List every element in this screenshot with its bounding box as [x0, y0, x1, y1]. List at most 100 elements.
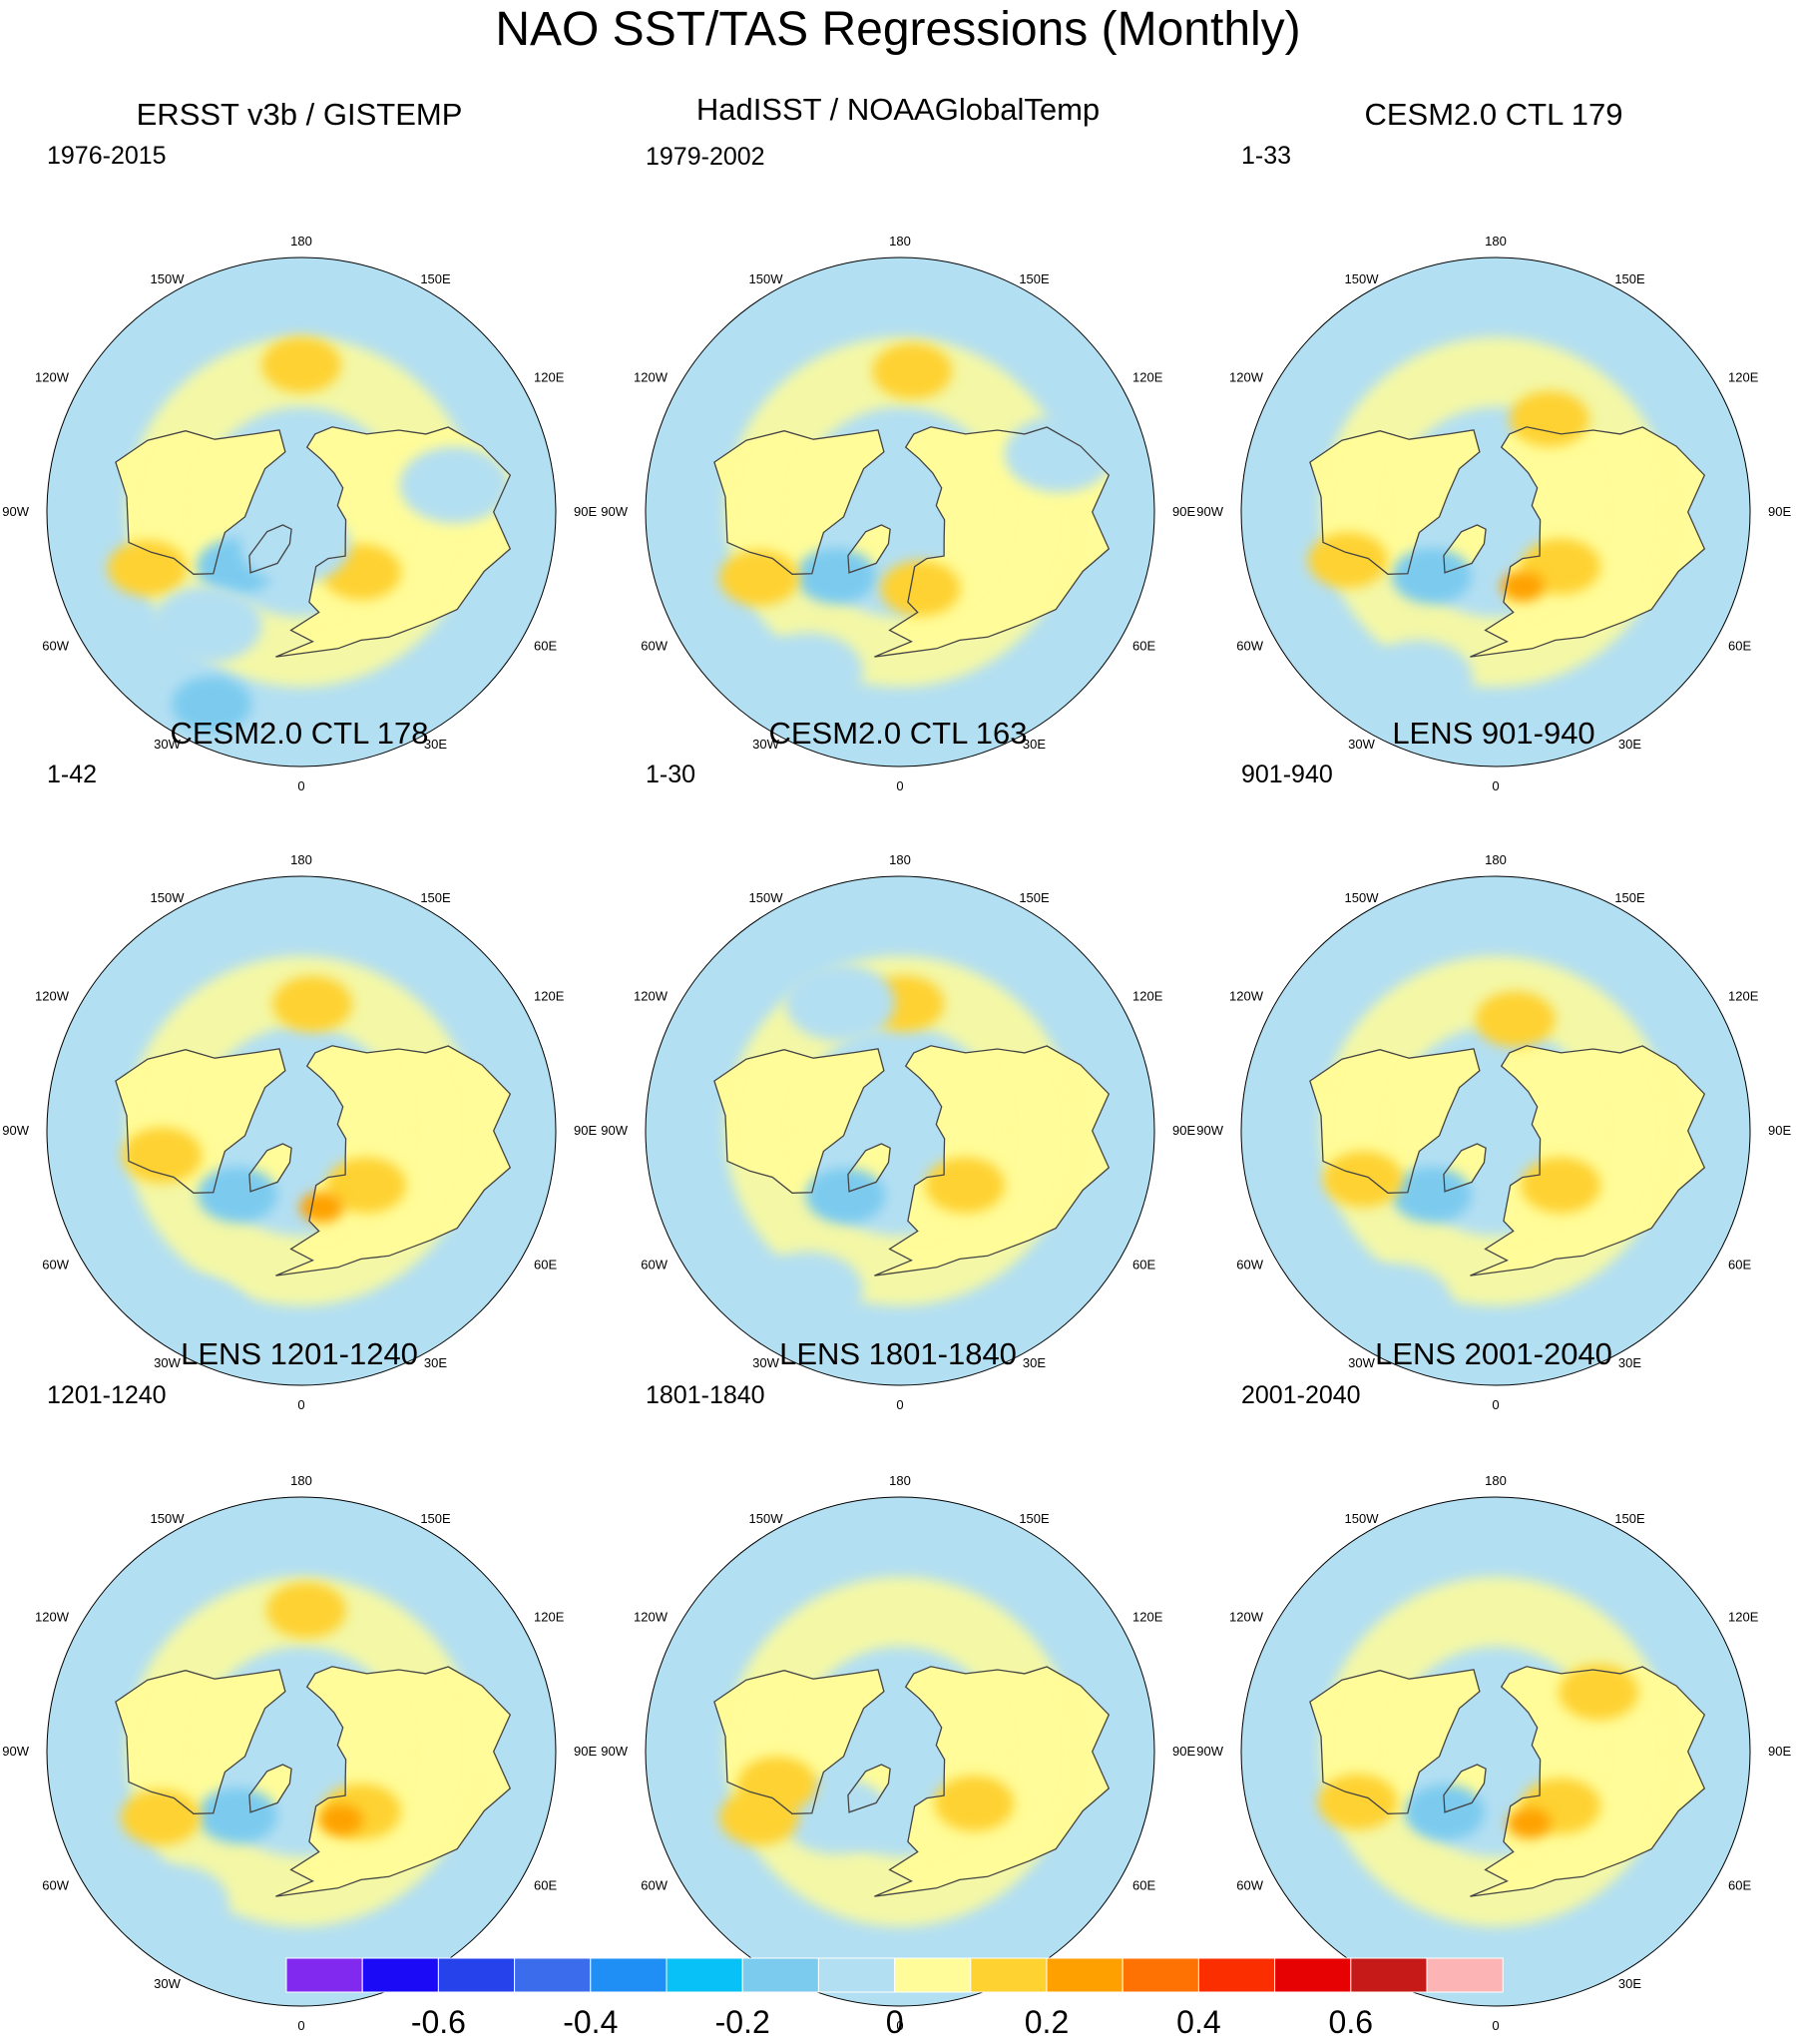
panel-period: 1-42 [47, 761, 98, 788]
colorbar-swatch [1122, 1957, 1199, 1993]
map-fill [1241, 1497, 1750, 2006]
lon-label: 150W [749, 890, 784, 905]
map-fill [47, 1497, 556, 2006]
map-boundary [46, 256, 557, 767]
lon-label: 120E [1132, 370, 1163, 385]
map-boundary [1240, 875, 1751, 1386]
anomaly-warm [299, 1192, 344, 1223]
lon-label: 180 [889, 1473, 911, 1488]
coastline [1470, 1045, 1706, 1277]
lon-label: 120E [534, 370, 565, 385]
coastline [1309, 429, 1481, 575]
anomaly-cold [172, 676, 252, 733]
colorbar-swatch [514, 1957, 592, 1993]
map-fill [1241, 876, 1750, 1385]
lon-label: 30E [424, 737, 447, 752]
lon-label: 60E [1728, 1878, 1751, 1893]
panel-5: CESM2.0 CTL 163 1-30 180 150E 120E 90E 60E 30… [599, 714, 1197, 1412]
lon-label: 120E [1728, 989, 1759, 1004]
colorbar-swatch [666, 1957, 743, 1993]
lon-label: 180 [889, 234, 911, 249]
map-fill [646, 876, 1154, 1385]
anomaly-cold [795, 548, 876, 605]
lon-label: 90W [2, 504, 29, 519]
lon-label: 0 [896, 2018, 903, 2033]
coastline [1309, 1048, 1481, 1194]
anomaly-warm [718, 549, 799, 606]
lon-label: 120E [1728, 370, 1759, 385]
anomaly-warm [107, 540, 188, 597]
panel-9: LENS 2001-2040 2001-2040 180 150E 120E 90E 6… [1194, 1334, 1793, 2033]
panel-period: 1-33 [1241, 142, 1292, 170]
lon-label: 120W [634, 1610, 669, 1625]
map-background [646, 1497, 1154, 2006]
lon-label: 150E [1019, 1511, 1050, 1526]
map-background [1241, 257, 1750, 766]
lon-label: 150E [1614, 890, 1645, 905]
coastline [1443, 524, 1487, 574]
lon-label: 30W [154, 1976, 181, 1991]
anomaly-cool [119, 1864, 229, 1942]
lon-label: 120W [634, 370, 669, 385]
lon-label: 150E [420, 890, 451, 905]
polar-map: 180 150E 120E 90E 60E 30E 0 30W 60W 90W 120W 150W [601, 234, 1195, 793]
anomaly-warm [1509, 390, 1589, 447]
lon-label: 60W [42, 1878, 69, 1893]
anomaly-cool [752, 633, 863, 710]
panel-period: 2001-2040 [1241, 1381, 1361, 1409]
mid-latitude-band [1320, 955, 1671, 1306]
anomaly-warm [1307, 532, 1388, 589]
map-background [1241, 1497, 1750, 2006]
colorbar-tick-label: -0.6 [411, 2004, 466, 2040]
coastline [847, 1143, 891, 1193]
lon-label: 90E [1172, 1744, 1195, 1759]
lon-label: 90E [1172, 504, 1195, 519]
polar-map: 180 150E 120E 90E 60E 30E 0 30W 60W 90W 120W 150W [1196, 1473, 1791, 2033]
anomaly-cold [197, 1788, 277, 1844]
panel-2: HadISST / NOAAGlobalTemp 1979-2002 180 15… [599, 90, 1197, 793]
lon-label: 30E [1023, 1355, 1046, 1370]
lon-label: 30E [1618, 737, 1641, 752]
panel-period: 1801-1840 [646, 1381, 765, 1409]
lon-label: 150E [1614, 271, 1645, 286]
panel-6: LENS 901-940 901-940 180 150E 120E 90E 60E 30… [1194, 714, 1793, 1412]
panel-period: 1976-2015 [47, 142, 167, 170]
coastline [1309, 1669, 1481, 1814]
lon-label: 60W [1236, 1258, 1263, 1273]
panel-title: LENS 1801-1840 [779, 1336, 1017, 1371]
map-fill [47, 257, 556, 766]
panel-1: ERSST v3b / GISTEMP 1976-2015 180 150E 120… [0, 95, 599, 793]
anomaly-warm [122, 1127, 203, 1184]
map-boundary [46, 1496, 557, 2007]
lon-label: 150W [749, 271, 784, 286]
lon-label: 60E [1132, 1258, 1155, 1273]
map-fill [47, 876, 556, 1385]
lon-label: 180 [290, 852, 312, 867]
lon-label: 30W [1348, 1355, 1375, 1370]
lon-label: 60W [1236, 1878, 1263, 1893]
anomaly-warm [736, 1757, 817, 1812]
lon-label: 30E [1618, 1355, 1641, 1370]
anomaly-cool [140, 1276, 250, 1353]
panel-title: LENS 1201-1240 [181, 1336, 418, 1371]
coastline [115, 1048, 286, 1194]
anomaly-warm [934, 1776, 1015, 1831]
lon-label: 150E [420, 1511, 451, 1526]
map-fill [646, 257, 1154, 766]
lon-label: 90E [1172, 1123, 1195, 1138]
panel-period: 1-30 [646, 761, 696, 788]
anomaly-warm [1521, 1157, 1601, 1214]
lon-label: 30W [154, 1355, 181, 1370]
anomaly-warm [261, 336, 341, 393]
map-boundary [1240, 256, 1751, 767]
lon-label: 30E [1023, 737, 1046, 752]
lon-label: 90W [601, 504, 628, 519]
colorbar-tick-label: -0.2 [715, 2004, 770, 2040]
panel-4: CESM2.0 CTL 178 1-42 180 150E 120E 90E 60E 30… [0, 714, 599, 1412]
coastline [248, 1143, 292, 1193]
lon-label: 120E [534, 1610, 565, 1625]
coastline [1443, 1143, 1487, 1193]
lon-label: 120E [1132, 989, 1163, 1004]
lon-label: 150W [1345, 271, 1380, 286]
lon-label: 120W [1229, 989, 1264, 1004]
